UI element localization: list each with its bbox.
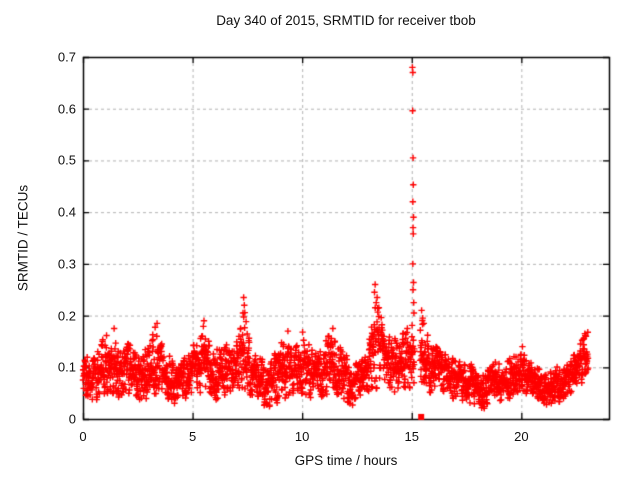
y-tick-label: 0.5	[57, 152, 76, 168]
x-tick-label: 10	[294, 429, 310, 444]
x-tick-label: 0	[79, 429, 87, 444]
y-tick-label: 0.3	[57, 256, 76, 272]
x-axis-title: GPS time / hours	[294, 453, 398, 468]
x-tick-label: 20	[514, 429, 529, 444]
y-tick-label: 0.7	[57, 49, 76, 65]
y-tick-label: 0.4	[57, 204, 76, 220]
y-tick-label: 0.6	[57, 101, 76, 117]
y-tick-label: 0.2	[57, 308, 76, 324]
x-tick-label: 15	[404, 429, 419, 444]
y-tick-label: 0.1	[57, 359, 76, 375]
x-tick-label: 5	[188, 429, 197, 444]
y-tick-label: 0	[68, 411, 76, 427]
